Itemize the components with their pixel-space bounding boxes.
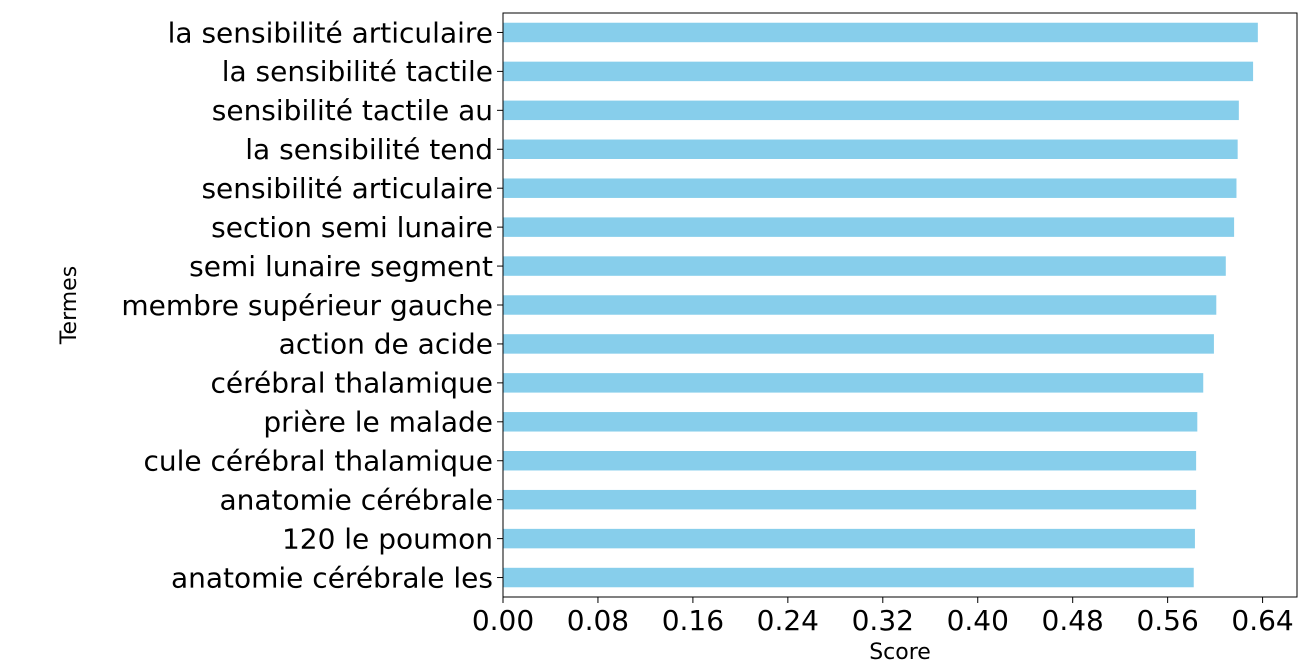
- x-tick-label: 0.24: [757, 604, 819, 637]
- category-label: anatomie cérébrale les: [171, 561, 493, 594]
- bar: [503, 22, 1258, 43]
- category-label: cérébral thalamique: [211, 367, 494, 400]
- x-tick-label: 0.40: [947, 604, 1009, 637]
- y-axis-title: Termes: [57, 266, 82, 345]
- x-tick-label: 0.08: [567, 604, 629, 637]
- category-label: la sensibilité tactile: [222, 55, 493, 88]
- category-label: sensibilité articulaire: [201, 172, 493, 205]
- category-label: sensibilité tactile au: [212, 94, 493, 127]
- bar: [503, 139, 1238, 159]
- category-label: la sensibilité tend: [245, 133, 493, 166]
- x-axis-title: Score: [869, 640, 931, 665]
- bar: [503, 451, 1197, 471]
- x-axis-ticks: 0.00 0.08 0.16 0.24 0.32 0.40 0.48 0.56 0.64: [472, 597, 1294, 637]
- category-label: la sensibilité articulaire: [168, 16, 493, 49]
- category-label: semi lunaire segment: [189, 250, 493, 283]
- bar: [503, 412, 1198, 432]
- category-label: section semi lunaire: [211, 211, 493, 244]
- category-label: anatomie cérébrale: [219, 483, 493, 516]
- bar: [503, 373, 1204, 393]
- bar: [503, 489, 1197, 510]
- bar: [503, 295, 1217, 315]
- plot-frame: [502, 12, 1298, 598]
- bar: [503, 334, 1214, 354]
- x-tick-label: 0.16: [662, 604, 724, 637]
- bar: [503, 217, 1235, 237]
- x-tick-label: 0.56: [1136, 604, 1198, 637]
- category-labels: la sensibilité articulaire la sensibilité…: [121, 16, 503, 594]
- bars-group: [503, 22, 1258, 588]
- category-label: action de acide: [279, 328, 493, 361]
- bar: [503, 100, 1239, 121]
- category-label: cule cérébral thalamique: [143, 445, 493, 478]
- bar: [503, 256, 1226, 276]
- x-tick-label: 0.32: [852, 604, 914, 637]
- bar: [503, 178, 1237, 198]
- bar: [503, 567, 1194, 588]
- bar: [503, 61, 1254, 82]
- x-tick-label: 0.00: [472, 604, 534, 637]
- bar: [503, 528, 1195, 549]
- category-label: membre supérieur gauche: [121, 289, 493, 322]
- x-tick-label: 0.64: [1231, 604, 1293, 637]
- category-label: prière le malade: [263, 406, 493, 439]
- category-label: 120 le poumon: [282, 522, 493, 555]
- x-tick-label: 0.48: [1042, 604, 1104, 637]
